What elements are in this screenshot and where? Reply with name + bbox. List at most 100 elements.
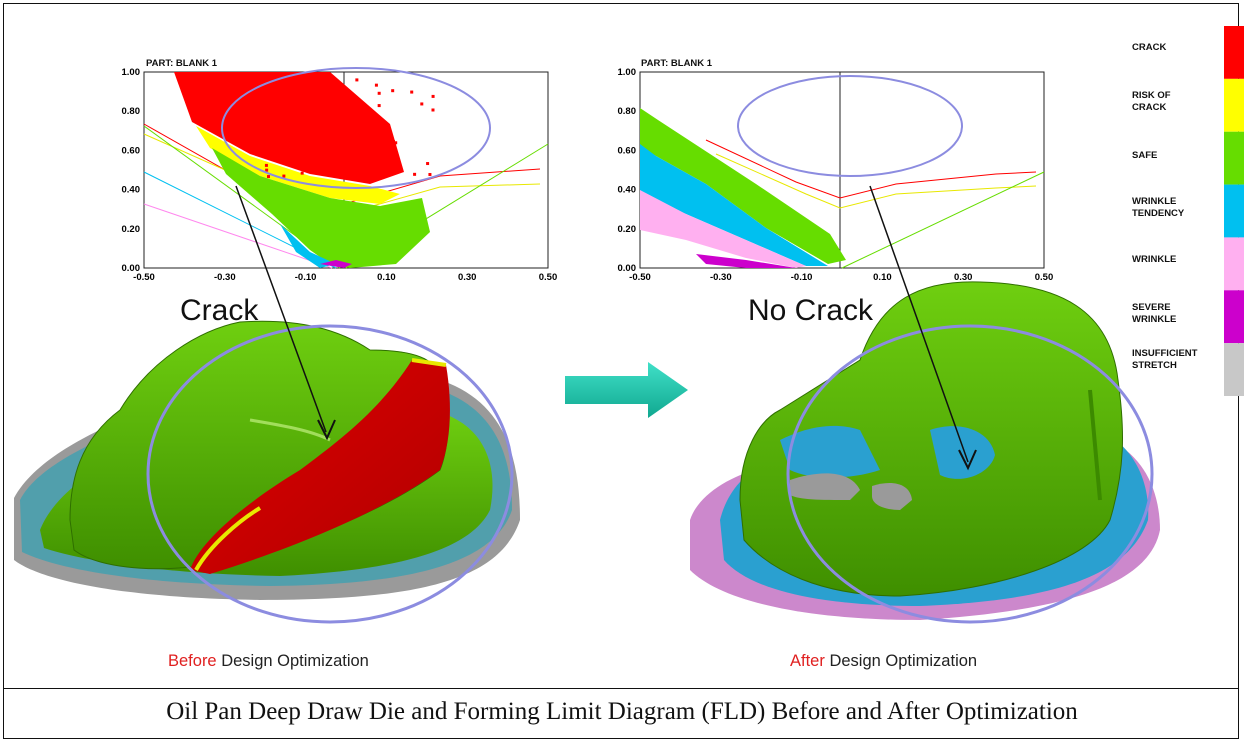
- before-risk-edge: [194, 506, 262, 571]
- before-fld-x-axis: -0.50 -0.30 -0.10 0.10 0.30 0.50: [133, 272, 557, 283]
- before-fld-crack-point: [431, 108, 435, 112]
- before-fld-risk-cloud: [196, 126, 400, 204]
- before-caption: Before Design Optimization: [168, 652, 369, 671]
- before-fld-crack-point: [374, 83, 378, 87]
- before-fld-crack-point: [300, 99, 304, 103]
- before-fld-crack-point: [266, 175, 270, 179]
- legend-label-insufficient-stretch: INSUFFICIENT STRETCH: [1132, 348, 1198, 371]
- before-fld-crack-point: [355, 78, 359, 82]
- after-fld-x-tick-label: 0.50: [1035, 272, 1054, 283]
- after-fld-crack-limit: [705, 139, 1037, 199]
- before-crack-label: Crack: [180, 294, 259, 327]
- after-fld-x-tick-label: -0.10: [791, 272, 813, 283]
- before-fld-crack-point: [264, 163, 268, 167]
- before-fld-crack-point: [282, 174, 286, 178]
- legend-color-bar: [1224, 26, 1244, 396]
- before-crack-region: [190, 360, 450, 574]
- before-fld-crack-point: [344, 99, 348, 103]
- before-fld-crack-scatter: [251, 78, 435, 179]
- before-fld-crack-point: [380, 149, 384, 153]
- before-fld-y-tick-label: 0.40: [122, 185, 141, 196]
- before-fld-crack-point: [361, 117, 365, 121]
- before-fld-x-tick-label: 0.50: [539, 272, 558, 283]
- before-fld-safe-cloud: [212, 148, 430, 268]
- before-fld-crack-point: [361, 120, 365, 124]
- before-fld-crack-point: [329, 131, 333, 135]
- before-fld-crack-point: [259, 117, 263, 121]
- before-fld-crack-point: [311, 111, 315, 115]
- legend-swatch: [1224, 343, 1244, 396]
- before-fld-title: PART: BLANK 1: [146, 58, 218, 69]
- before-fld-x-tick-label: -0.50: [133, 272, 155, 283]
- after-fld-y-tick-label: 0.20: [618, 224, 637, 235]
- before-fld-crack-point: [301, 152, 305, 156]
- legend-label-safe: SAFE: [1132, 150, 1158, 161]
- before-fld-y-tick-label: 1.00: [122, 67, 141, 78]
- before-oil-pan-part: [14, 185, 520, 624]
- before-fld-crack-point: [420, 102, 424, 106]
- after-fld-wrinkle-cloud: [640, 190, 806, 268]
- after-fld-highlight-ellipse: [737, 75, 963, 177]
- before-fld-crack-point: [426, 162, 430, 166]
- before-fld-crack-point: [335, 119, 339, 123]
- before-fld-crack-point: [352, 159, 356, 163]
- before-fld-crack-point: [343, 132, 347, 136]
- legend-swatch: [1224, 78, 1244, 132]
- before-fld-crack-point: [271, 100, 275, 104]
- before-fld-crack-point: [251, 111, 255, 115]
- before-fld-y-tick-label: 0.60: [122, 145, 141, 156]
- before-fld-crack-point: [431, 94, 435, 98]
- before-fld-crack-point: [361, 122, 365, 126]
- before-fld-crack-point: [293, 159, 297, 163]
- before-fld-crack-point: [295, 164, 299, 168]
- before-fld-crack-point: [364, 116, 368, 120]
- before-fld-crack-point: [254, 91, 258, 95]
- legend-swatch: [1224, 290, 1244, 344]
- after-fld-y-tick-label: 0.00: [618, 263, 637, 274]
- legend-label-wrinkle-tendency: WRINKLE TENDENCY: [1132, 196, 1185, 219]
- before-fld-crack-point: [384, 145, 388, 149]
- after-pointer-line: [869, 185, 969, 463]
- before-fld-crack-point: [304, 154, 308, 158]
- before-fld-x-tick-label: 0.10: [377, 272, 396, 283]
- before-fld-x-tick-label: 0.30: [458, 272, 477, 283]
- before-fld-y-axis: 0.00 0.20 0.40 0.60 0.80 1.00: [122, 67, 141, 274]
- before-fld-crack-point: [353, 109, 357, 113]
- after-fld-y-axis: 0.00 0.20 0.40 0.60 0.80 1.00: [618, 67, 637, 274]
- before-fld-crack-point: [375, 162, 379, 166]
- before-fld-crack-point: [265, 168, 269, 172]
- before-fld-crack-point: [339, 99, 343, 103]
- after-tendency-patch-1: [780, 425, 880, 478]
- before-fld-y-tick-label: 0.00: [122, 263, 141, 274]
- before-fld-x-tick-label: -0.10: [295, 272, 317, 283]
- before-fld-crack-point: [334, 99, 338, 103]
- parts-illustration: [14, 185, 1160, 624]
- before-fld-crack-point: [275, 98, 279, 102]
- before-fld-crack-point: [282, 79, 286, 83]
- before-part-highlight-ellipse: [146, 324, 514, 624]
- after-fld-chart: 0.00 0.20 0.40 0.60 0.80 1.00 -0.50 -0.30 -0.10…: [618, 67, 1054, 283]
- legend-swatch: [1224, 237, 1244, 291]
- before-caption-rest: Design Optimization: [216, 652, 369, 670]
- before-fld-severe-wrinkle-cloud: [320, 260, 352, 268]
- before-fld-crack-point: [379, 140, 383, 144]
- before-fld-crack-point: [394, 141, 398, 145]
- before-fld-y-tick-label: 0.20: [122, 224, 141, 235]
- before-pointer-line: [235, 185, 327, 433]
- before-fld-crack-point: [335, 85, 339, 89]
- after-oil-pan-part: [690, 185, 1160, 624]
- legend-label-severe-wrinkle: SEVERE WRINKLE: [1132, 302, 1177, 325]
- figure-caption: Oil Pan Deep Draw Die and Forming Limit …: [166, 698, 1078, 725]
- before-fld-wrinkle-line: [143, 203, 333, 269]
- after-fld-risk-limit: [715, 153, 1037, 209]
- legend-swatch: [1224, 26, 1244, 79]
- before-fld-crack-point: [272, 120, 276, 124]
- after-rib: [1088, 389, 1102, 501]
- after-fld-y-tick-label: 1.00: [618, 67, 637, 78]
- legend-label-crack: CRACK: [1132, 42, 1167, 53]
- before-fld-crack-point: [377, 104, 381, 108]
- before-fld-x-tick-label: -0.30: [214, 272, 236, 283]
- after-fld-safe-right: [841, 171, 1045, 269]
- before-fld-crack-point: [413, 172, 417, 176]
- before-fld-crack-point: [428, 172, 432, 176]
